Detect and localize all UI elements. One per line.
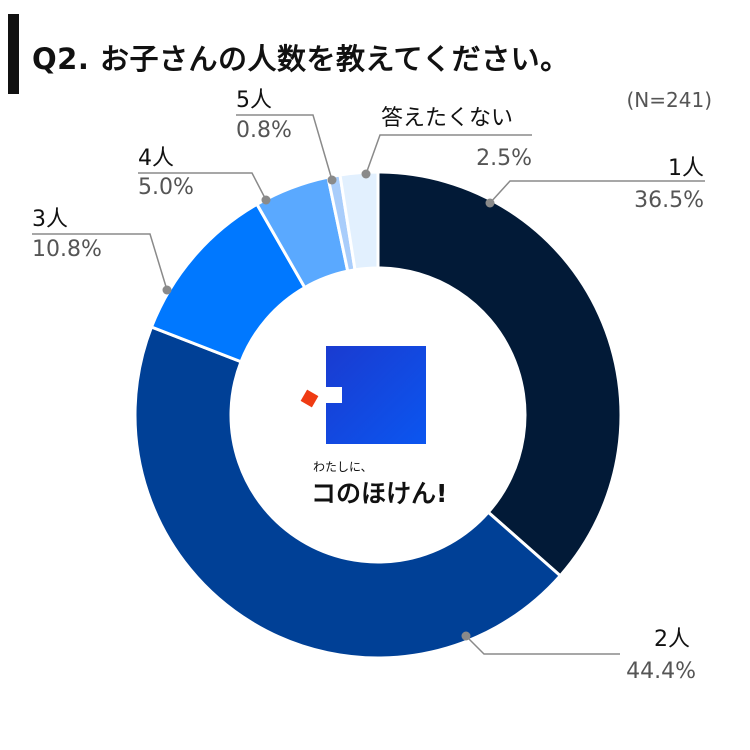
slice-labels: 1人 36.5% 2人 44.4% 3人 10.8% 4人 5.0% 5人 0.8% 答えたくない 2… xyxy=(32,88,704,684)
donut-slice-1 xyxy=(376,170,623,578)
slice-label-name: 2人 xyxy=(654,627,690,652)
leader-line-4 xyxy=(138,172,267,201)
leader-line-1 xyxy=(489,180,705,204)
donut-slice-2 xyxy=(133,325,563,660)
slice-label-value: 36.5% xyxy=(634,188,704,213)
slice-label-name: 3人 xyxy=(32,207,68,232)
leader-dot-3 xyxy=(162,285,172,295)
chart-title: Q2. お子さんの人数を教えてください。 xyxy=(32,42,570,76)
donut-slices xyxy=(133,170,623,660)
logo-caption: わたしに、 xyxy=(313,460,373,474)
slice-label-value: 44.4% xyxy=(626,659,696,684)
slice-label-value: 2.5% xyxy=(476,146,532,171)
slice-label-name: 5人 xyxy=(236,88,272,113)
leader-dot-1 xyxy=(485,198,495,208)
leader-dot-6 xyxy=(361,169,371,179)
leader-lines xyxy=(32,114,705,655)
donut-slice-6 xyxy=(338,170,380,272)
slice-label-value: 5.0% xyxy=(138,175,194,200)
sample-size: (N=241) xyxy=(626,88,713,112)
slice-label-value: 0.8% xyxy=(236,118,292,143)
leader-dot-2 xyxy=(461,631,471,641)
leader-line-6 xyxy=(365,134,532,175)
logo-name: コのほけん! xyxy=(311,479,448,508)
leader-line-3 xyxy=(32,233,168,291)
leader-line-5 xyxy=(236,114,333,181)
leader-dot-4 xyxy=(261,195,271,205)
slice-label-value: 10.8% xyxy=(32,237,102,262)
title-accent-bar xyxy=(8,14,19,94)
leader-dot-5 xyxy=(327,175,337,185)
slice-label-name: 答えたくない xyxy=(381,106,513,131)
leader-line-2 xyxy=(465,635,620,655)
slice-label-name: 4人 xyxy=(138,146,174,171)
logo-icon xyxy=(300,346,426,444)
slice-label-name: 1人 xyxy=(668,156,704,181)
